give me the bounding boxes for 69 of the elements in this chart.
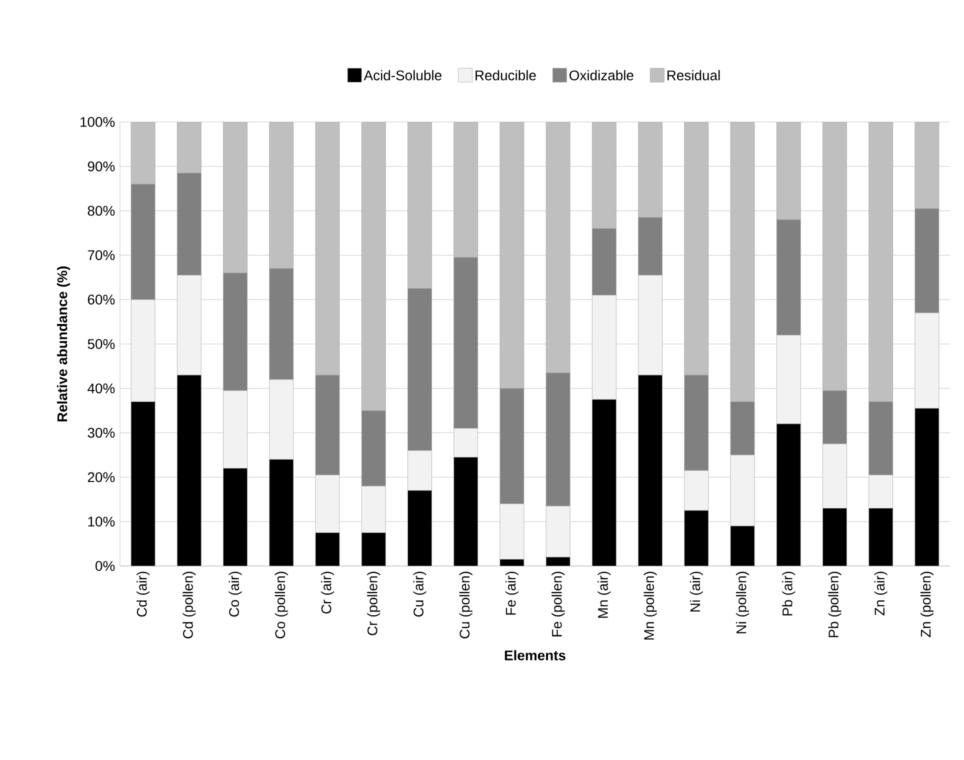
y-tick-label: 80% bbox=[88, 206, 115, 216]
bar bbox=[223, 468, 248, 566]
x-tick-label: Pb (air) bbox=[782, 572, 796, 616]
bar bbox=[592, 399, 616, 566]
y-tick-label: 0% bbox=[96, 561, 115, 571]
bar bbox=[776, 424, 801, 566]
x-tick-label: Zn (pollen) bbox=[920, 572, 934, 638]
y-tick-label: 50% bbox=[88, 339, 115, 349]
bar bbox=[592, 122, 616, 229]
bar bbox=[730, 526, 755, 566]
x-tick-label: Ni (air) bbox=[690, 572, 703, 612]
bar bbox=[176, 122, 202, 174]
bar bbox=[730, 122, 755, 402]
legend-label: Oxidizable bbox=[570, 70, 634, 80]
x-tick-label: Cd (air) bbox=[136, 572, 150, 617]
x-tick-label: Mn (pollen) bbox=[644, 572, 657, 640]
bar bbox=[361, 532, 386, 566]
bar bbox=[868, 508, 894, 566]
x-tick-label: Cr (pollen) bbox=[367, 572, 380, 636]
bar bbox=[408, 490, 432, 566]
bar bbox=[454, 457, 478, 566]
y-tick-label: 30% bbox=[88, 428, 115, 438]
bar bbox=[408, 122, 432, 289]
bar bbox=[315, 122, 340, 376]
bar bbox=[269, 122, 294, 269]
x-tick-label: Fe (pollen) bbox=[552, 572, 565, 636]
x-tick-label: Cd (pollen) bbox=[182, 572, 196, 638]
y-tick-label: 90% bbox=[88, 161, 115, 172]
y-axis-title: Relative abundance (%) bbox=[56, 266, 70, 422]
legend-label: Reducible bbox=[476, 70, 536, 80]
bar bbox=[684, 510, 709, 566]
x-tick-label: Cu (pollen) bbox=[459, 572, 472, 638]
bar bbox=[684, 122, 709, 376]
x-tick-label: Fe (air) bbox=[505, 572, 518, 615]
y-tick-label: 20% bbox=[88, 472, 115, 482]
x-tick-label: Cr (air) bbox=[321, 572, 334, 614]
bar bbox=[315, 532, 340, 566]
y-tick-label: 60% bbox=[88, 294, 115, 305]
bar bbox=[914, 408, 940, 566]
bar bbox=[176, 374, 202, 566]
x-tick-label: Cu (air) bbox=[413, 572, 426, 617]
bar bbox=[269, 459, 294, 566]
bar bbox=[776, 122, 801, 220]
bar bbox=[822, 508, 847, 566]
bar bbox=[223, 122, 248, 274]
x-tick-label: Mn (air) bbox=[598, 572, 611, 618]
bar bbox=[914, 122, 940, 209]
x-tick-label: Pb (pollen) bbox=[828, 572, 842, 638]
x-axis-title: Elements bbox=[504, 650, 566, 660]
legend-label: Residual bbox=[668, 70, 720, 80]
legend-label: Acid-Soluble bbox=[364, 70, 442, 80]
y-tick-label: 70% bbox=[88, 250, 115, 260]
y-tick-label: 100% bbox=[80, 117, 115, 127]
bar bbox=[500, 122, 524, 389]
x-tick-label: Co (pollen) bbox=[274, 572, 288, 638]
x-tick-label: Zn (air) bbox=[874, 572, 888, 616]
bar bbox=[361, 122, 386, 411]
bar bbox=[638, 374, 662, 566]
x-tick-label: Co (air) bbox=[228, 572, 242, 617]
y-tick-label: 10% bbox=[88, 516, 115, 527]
bar bbox=[868, 122, 894, 402]
bar bbox=[454, 122, 478, 258]
bar bbox=[546, 122, 570, 374]
x-tick-label: Ni (pollen) bbox=[736, 572, 750, 634]
bar bbox=[130, 122, 156, 184]
y-tick-label: 40% bbox=[88, 383, 115, 394]
bar bbox=[130, 402, 156, 566]
bar bbox=[822, 122, 847, 391]
bar bbox=[638, 122, 662, 218]
